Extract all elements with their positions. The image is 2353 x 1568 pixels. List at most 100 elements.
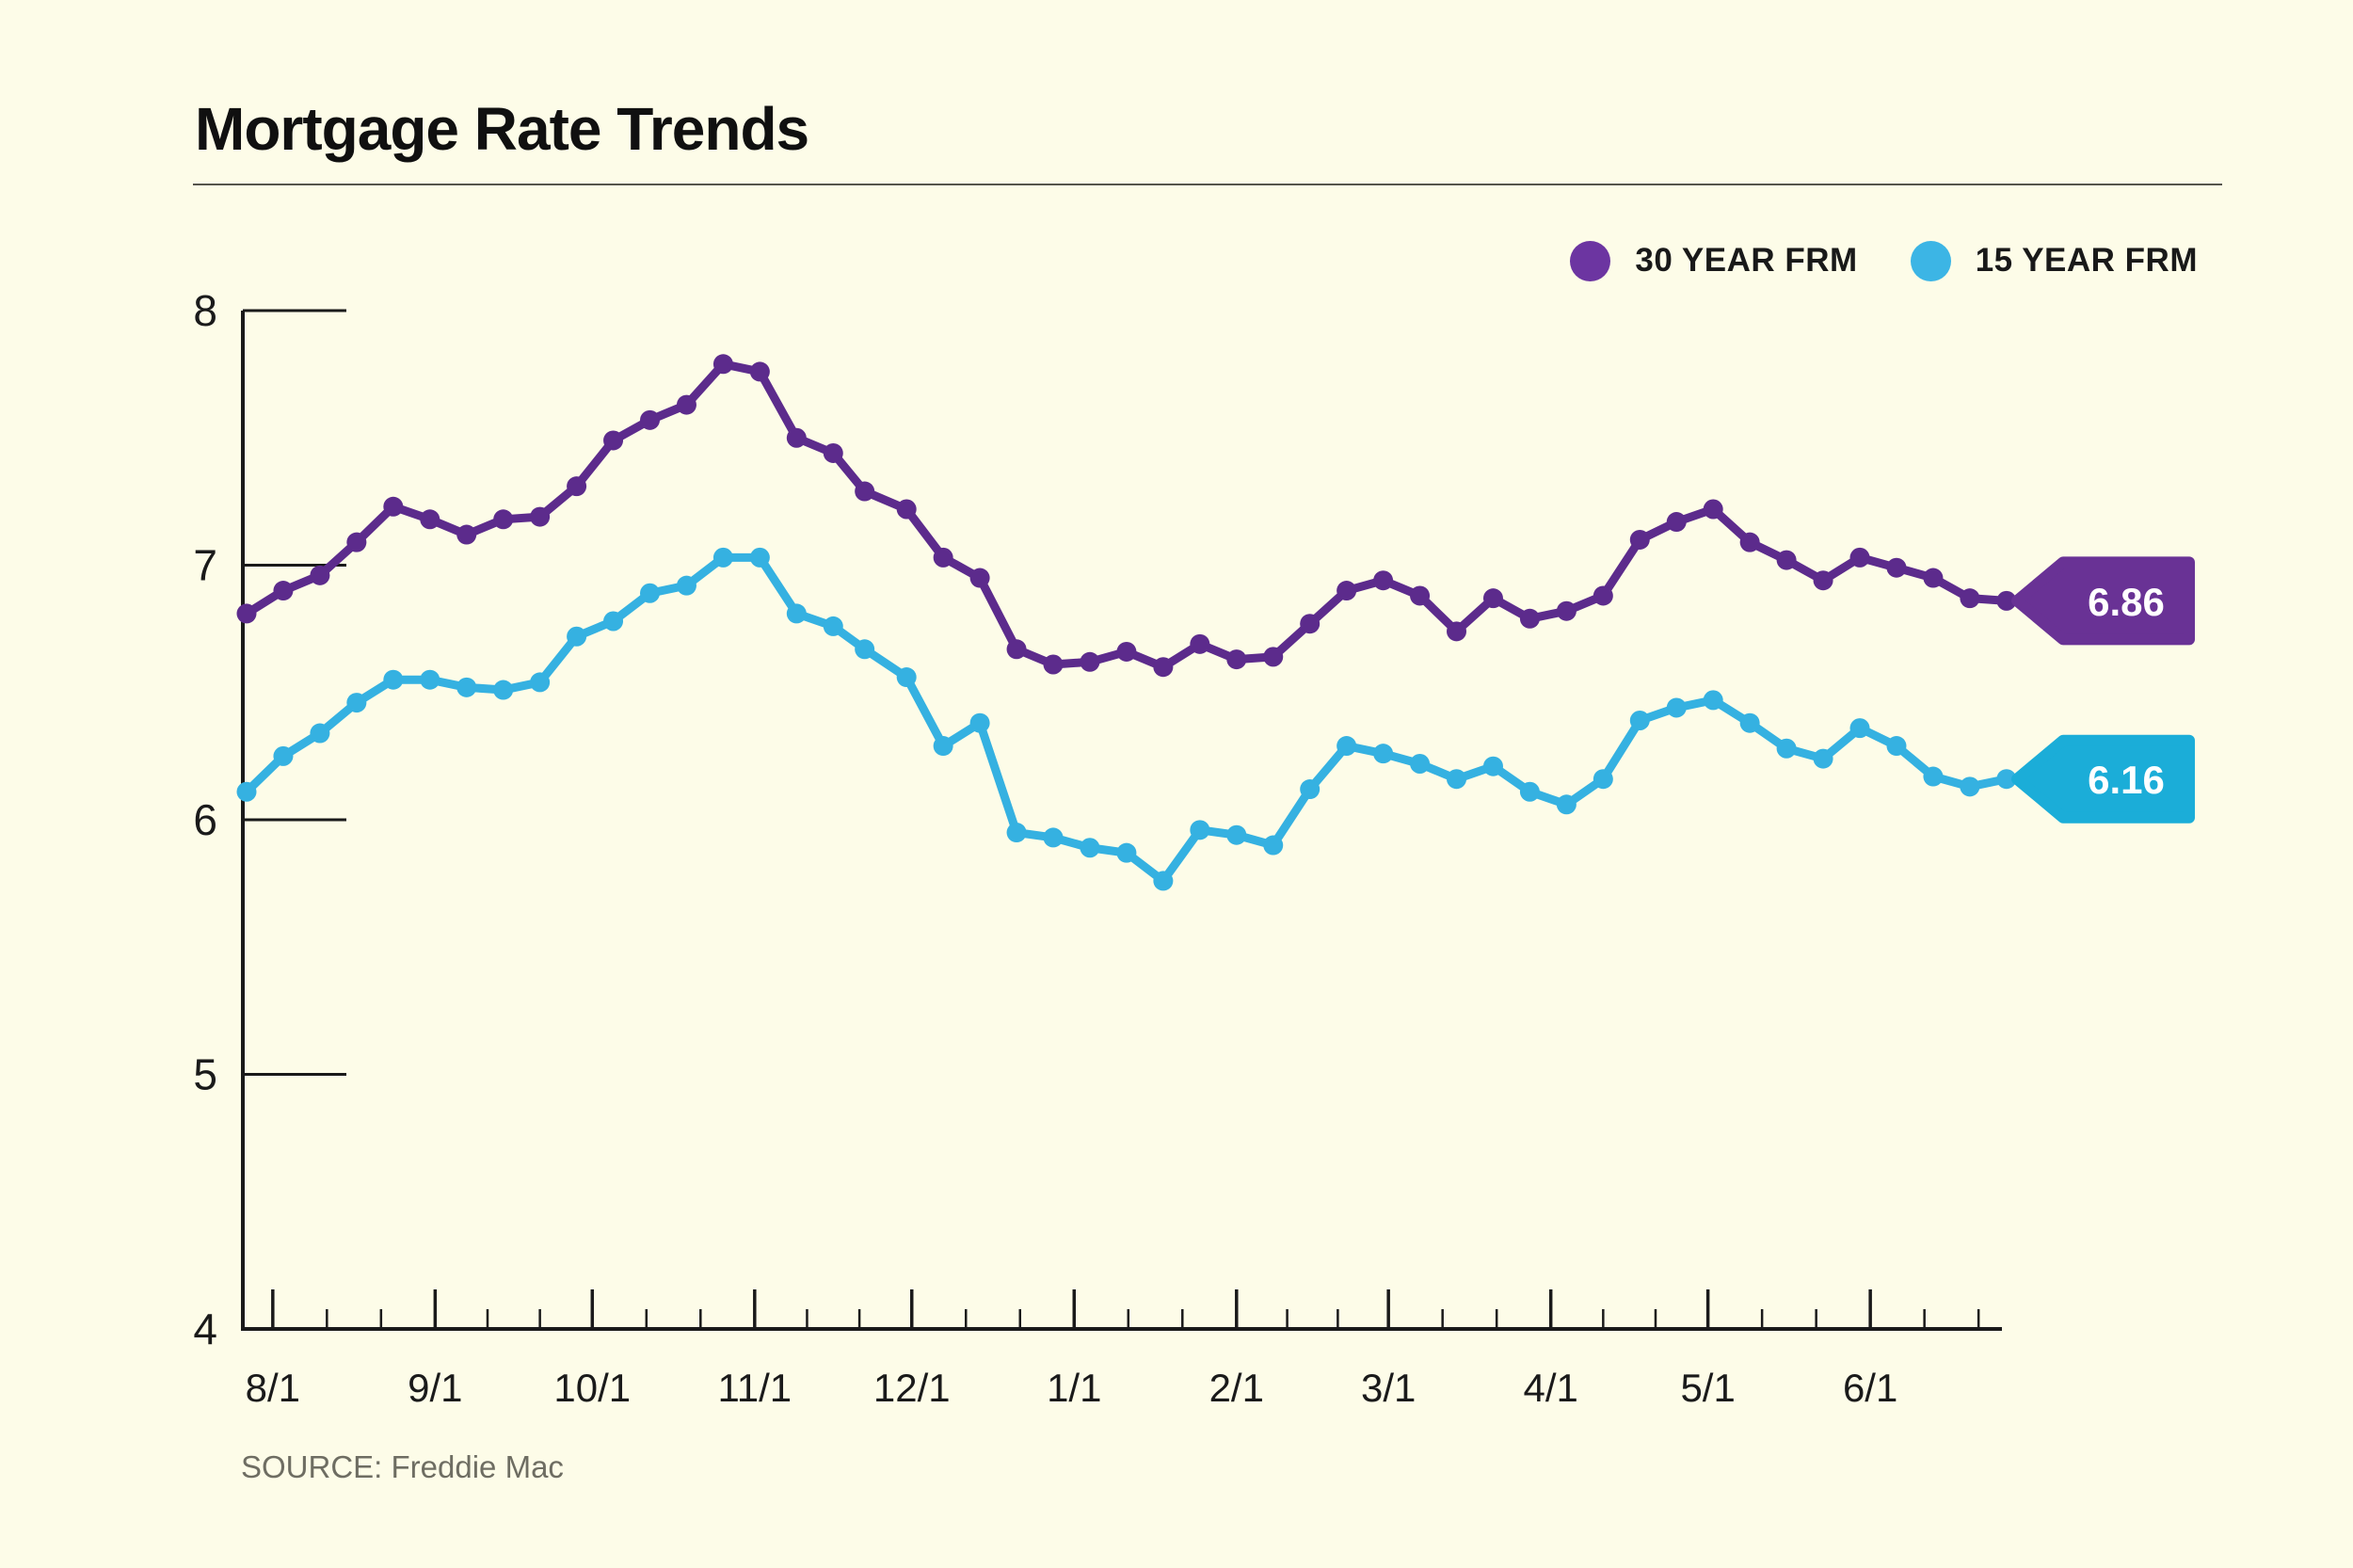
legend-dot-15yr-icon [1910,240,1951,281]
data-point [1739,712,1760,733]
data-point [1226,824,1247,845]
x-tick-label: 9/1 [408,1366,462,1410]
data-point [1776,738,1797,759]
data-point [786,427,807,448]
data-point [1703,499,1723,520]
y-tick-label: 7 [193,541,217,590]
data-point [823,616,843,636]
data-point [420,669,440,690]
data-point [1849,547,1870,568]
value-tag-15yr: 6.16 [2011,734,2195,824]
x-tick-label: 8/1 [246,1366,300,1410]
data-point [1263,647,1284,667]
data-point [1556,600,1577,621]
data-point [1153,871,1174,891]
data-point [1116,842,1137,863]
data-point [786,603,807,624]
data-point [712,354,733,375]
data-point [1482,588,1503,609]
data-point [1996,590,2017,611]
data-point [1629,711,1650,731]
data-point [1006,639,1027,660]
data-point [823,442,843,463]
data-point [640,583,661,603]
data-point [1849,718,1870,739]
x-tick-label: 11/1 [717,1366,792,1410]
data-point [1263,835,1284,856]
data-point [712,547,733,568]
data-point [1593,585,1613,606]
data-point [236,781,257,802]
data-point [1960,776,1980,797]
data-point [1923,766,1944,787]
data-point [493,509,514,530]
data-point [530,506,551,527]
data-point [1666,697,1687,718]
data-point [1703,690,1723,711]
x-tick-label: 12/1 [873,1366,951,1410]
source-note: SOURCE: Freddie Mac [241,1449,564,1484]
x-tick-label: 3/1 [1361,1366,1416,1410]
data-point [1519,608,1540,629]
data-point [236,603,257,624]
data-point [1923,568,1944,588]
x-tick-label: 6/1 [1843,1366,1897,1410]
x-tick-label: 2/1 [1209,1366,1264,1410]
data-point [1776,550,1797,570]
data-point [1482,756,1503,776]
data-point [456,524,477,545]
data-point [1886,557,1907,578]
data-point [493,680,514,700]
data-point [969,712,990,733]
data-point [1996,769,2017,790]
data-point [1886,736,1907,757]
title-divider [193,184,2222,185]
legend-label-30yr: 30 YEAR FRM [1635,242,1858,279]
data-point [896,667,917,688]
x-tick-label: 5/1 [1680,1366,1735,1410]
data-point [1410,585,1431,606]
data-point [855,481,875,502]
data-point [1447,769,1467,790]
data-point [1556,794,1577,815]
value-tag-30yr-shape [2011,556,2195,646]
value-tag-30yr: 6.86 [2011,556,2195,646]
data-point [1666,512,1687,533]
data-point [603,611,624,632]
page-title: Mortgage Rate Trends [195,95,809,163]
data-point [1153,657,1174,678]
data-point [749,547,770,568]
data-point [933,736,953,757]
data-point [1739,532,1760,552]
legend-dot-30yr-icon [1570,240,1611,281]
data-point [1043,827,1064,848]
data-point [1006,823,1027,843]
legend-item-30yr: 30 YEAR FRM [1570,240,1858,281]
data-point [676,575,696,596]
data-point [346,532,367,552]
data-point [346,693,367,713]
y-tick-label: 6 [193,795,217,844]
data-point [933,547,953,568]
data-point [1813,748,1833,769]
data-point [640,409,661,430]
data-point [310,723,330,744]
data-point [1080,838,1100,858]
data-point [1960,588,1980,609]
data-point [1373,570,1394,591]
data-point [1043,654,1064,675]
data-point [676,394,696,415]
data-point [1629,529,1650,550]
legend-label-15yr: 15 YEAR FRM [1975,242,2198,279]
data-point [896,499,917,520]
data-point [969,568,990,588]
data-point [273,581,294,601]
data-point [456,677,477,697]
x-tick-label: 1/1 [1047,1366,1101,1410]
data-point [1337,581,1357,601]
legend-item-15yr: 15 YEAR FRM [1910,240,2198,281]
data-point [1813,570,1833,591]
x-tick-label: 10/1 [553,1366,631,1410]
data-point [1300,614,1321,634]
